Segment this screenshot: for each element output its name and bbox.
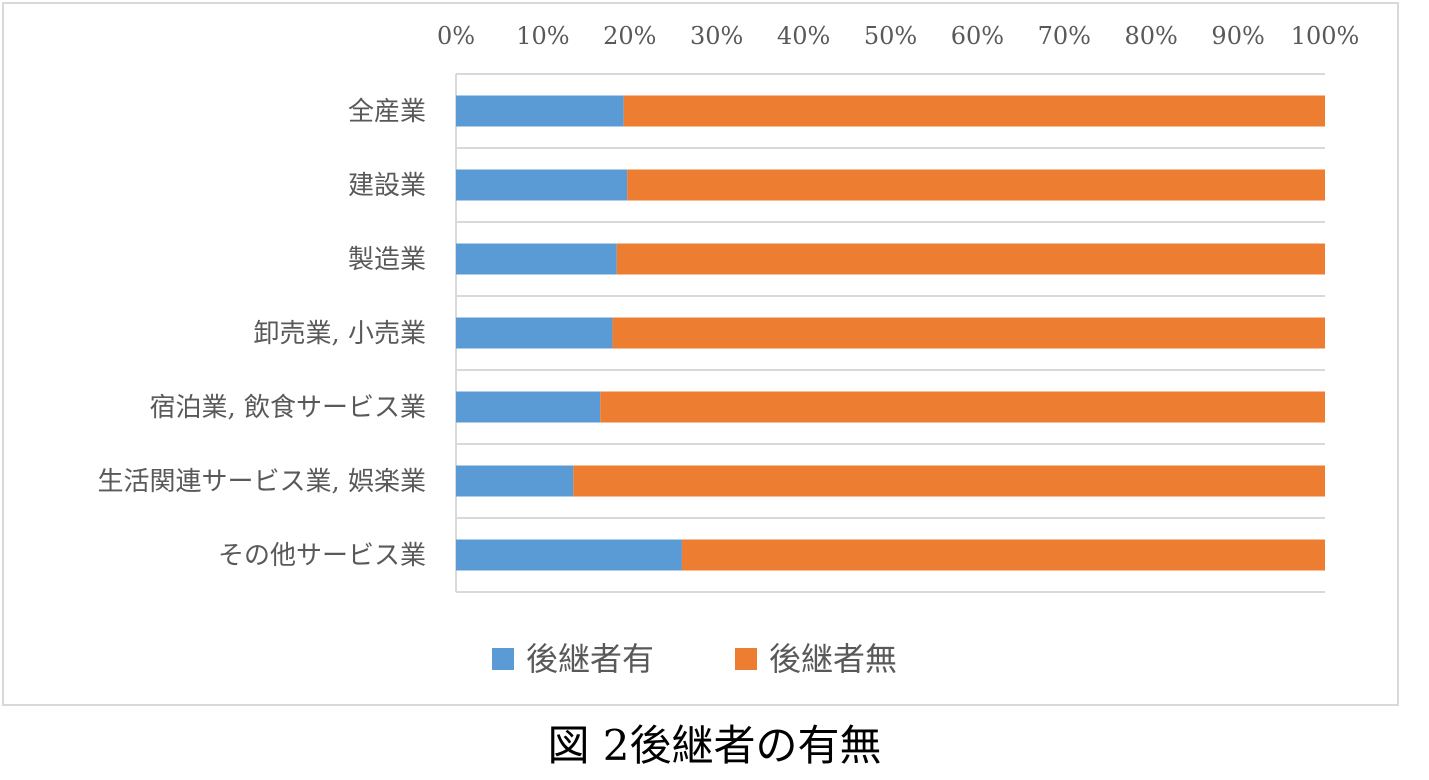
category-label: 全産業 — [348, 97, 426, 127]
category-label: 宿泊業, 飲食サービス業 — [149, 393, 426, 423]
x-tick-label: 0% — [437, 22, 475, 50]
bar-segment-series-2 — [623, 95, 1325, 127]
bar-segment-series-1 — [456, 243, 617, 275]
legend: 後継者有 後継者無 — [492, 640, 897, 678]
x-tick-label: 50% — [864, 22, 917, 50]
legend-label-series-2: 後継者無 — [769, 640, 897, 678]
bar-segment-series-2 — [612, 317, 1325, 349]
bars — [456, 95, 1325, 571]
x-tick-label: 40% — [777, 22, 830, 50]
category-label: その他サービス業 — [218, 541, 426, 571]
bar-segment-series-2 — [573, 465, 1325, 497]
x-tick-label: 10% — [516, 22, 569, 50]
bar-segment-series-1 — [456, 317, 613, 349]
x-tick-label: 100% — [1291, 22, 1360, 50]
bar-segment-series-2 — [600, 391, 1325, 423]
x-axis-ticks: 0% 10% 20% 30% 40% 50% 60% 70% 80% 90% 100% — [437, 22, 1359, 50]
category-label: 建設業 — [348, 171, 426, 201]
bar-segment-series-2 — [616, 243, 1325, 275]
bar-segment-series-1 — [456, 95, 624, 127]
category-label: 生活関連サービス業, 娯楽業 — [97, 467, 426, 497]
x-tick-label: 60% — [951, 22, 1004, 50]
gridlines — [455, 73, 1325, 593]
category-label: 製造業 — [348, 245, 426, 275]
x-tick-label: 30% — [690, 22, 743, 50]
category-label: 卸売業, 小売業 — [253, 319, 426, 349]
bar-segment-series-2 — [627, 169, 1325, 201]
bar-segment-series-1 — [456, 391, 601, 423]
figure-caption: 図 2後継者の有無 — [547, 721, 882, 770]
bar-segment-series-2 — [681, 539, 1325, 571]
stacked-bar-chart: 0% 10% 20% 30% 40% 50% 60% 70% 80% 90% 100% 全産業建設業… — [97, 22, 1359, 678]
bar-segment-series-1 — [456, 465, 574, 497]
x-tick-label: 90% — [1211, 22, 1264, 50]
legend-swatch-series-2 — [735, 648, 757, 670]
bar-segment-series-1 — [456, 169, 628, 201]
x-tick-label: 80% — [1125, 22, 1178, 50]
x-tick-label: 70% — [1038, 22, 1091, 50]
legend-label-series-1: 後継者有 — [526, 640, 654, 678]
x-tick-label: 20% — [603, 22, 656, 50]
chart-frame: 0% 10% 20% 30% 40% 50% 60% 70% 80% 90% 100% 全産業建設業… — [2, 2, 1399, 706]
bar-segment-series-1 — [456, 539, 682, 571]
legend-swatch-series-1 — [492, 648, 514, 670]
